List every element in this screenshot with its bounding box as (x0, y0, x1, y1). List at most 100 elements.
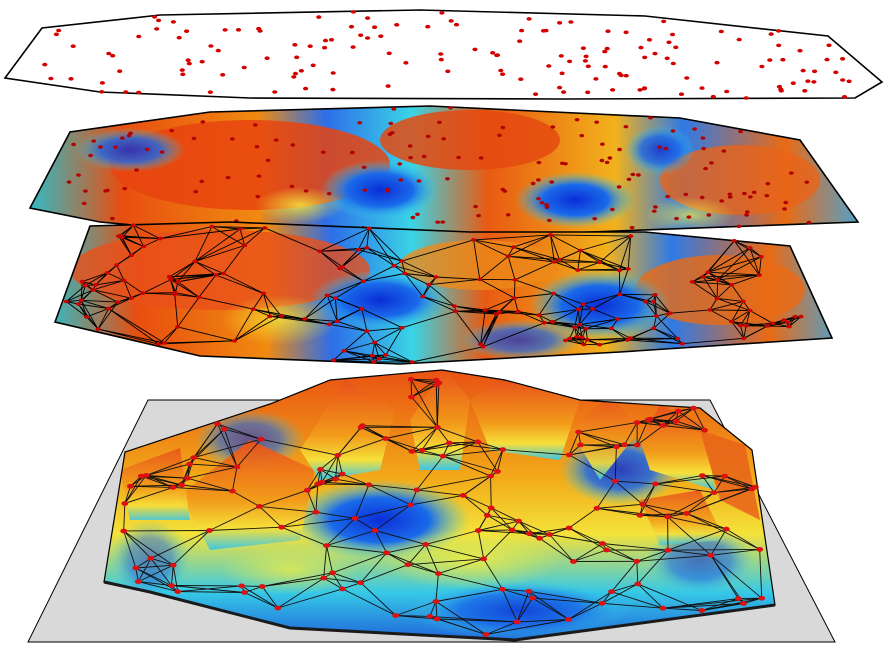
sample-point (365, 16, 371, 20)
sample-point (372, 25, 378, 30)
mesh-edge (209, 526, 282, 531)
sample-point (208, 44, 214, 48)
relief-node (256, 504, 263, 509)
mesh-edge (577, 250, 581, 271)
mesh-edge (585, 318, 618, 330)
sample-point (585, 90, 591, 95)
mesh-node (130, 223, 136, 228)
mesh-edge (177, 591, 245, 593)
mesh-node (477, 277, 483, 282)
mesh-edge (502, 588, 533, 599)
mesh-edge (637, 549, 669, 585)
mesh-edge (261, 586, 279, 609)
mesh-edge (636, 549, 669, 562)
mesh-node (213, 273, 219, 277)
mesh-node (399, 259, 405, 263)
mesh-edge (663, 425, 705, 431)
interpolated-point (103, 189, 109, 193)
mesh-edge (323, 577, 343, 590)
mesh-edge (66, 301, 87, 318)
mesh-edge (422, 296, 455, 307)
relief-node (513, 619, 521, 625)
interpolated-point (225, 175, 231, 180)
mesh-edge (686, 488, 752, 514)
mesh-edge (124, 475, 147, 504)
interpolated-point (144, 147, 150, 151)
sample-point (714, 60, 720, 65)
mesh-edge (231, 466, 238, 492)
mesh-edge (692, 281, 718, 299)
relief-node (206, 528, 213, 533)
mesh-edge (123, 280, 144, 294)
relief-node (413, 487, 421, 493)
mesh-edge (281, 517, 356, 528)
mesh-edge (483, 558, 503, 590)
mesh-node (334, 319, 340, 324)
mesh-edge (217, 423, 262, 440)
mesh-node (765, 324, 771, 328)
sample-point (184, 29, 190, 33)
sample-point (568, 20, 574, 24)
mesh-edge (473, 234, 551, 241)
mesh-edge (596, 507, 668, 518)
relief-node (577, 442, 584, 448)
relief-node (565, 617, 572, 622)
mesh-edge (759, 549, 763, 599)
mesh-edge (692, 279, 718, 283)
interpolated-point (663, 146, 669, 151)
mesh-edge (337, 320, 368, 332)
mesh-edge (514, 261, 555, 281)
mesh-edge (702, 475, 725, 477)
mesh-node (95, 327, 101, 331)
mesh-edge (97, 301, 119, 330)
sample-point (718, 29, 724, 34)
mesh-edge (518, 520, 530, 534)
relief-node (499, 447, 507, 452)
mesh-edge (187, 466, 238, 479)
mesh-edge (146, 474, 182, 486)
mesh-edge (326, 295, 338, 322)
interpolated-point (665, 194, 671, 199)
mesh-edge (731, 321, 768, 327)
mesh-edge (435, 588, 503, 602)
mesh-edge (407, 558, 484, 566)
mesh-node (650, 300, 657, 304)
relief-node (701, 427, 708, 433)
sample-point (445, 69, 451, 74)
mesh-edge (170, 279, 176, 293)
sample-point (170, 20, 176, 24)
mesh-node (399, 325, 405, 330)
mesh-node (84, 315, 90, 319)
mesh-edge (332, 572, 343, 590)
mesh-edge (436, 276, 480, 280)
mesh-edge (374, 342, 387, 356)
sample-point (298, 69, 304, 73)
relief-node (633, 558, 641, 564)
relief-node (474, 528, 482, 533)
mesh-edge (578, 422, 638, 433)
mesh-edge (717, 297, 744, 302)
mesh-edge (654, 294, 671, 314)
mesh-node (707, 308, 713, 312)
mesh-edge (627, 338, 678, 341)
mesh-edge (211, 226, 265, 229)
mesh-node (426, 282, 432, 287)
sample-point (812, 69, 818, 74)
sample-point (365, 36, 371, 40)
mesh-edge (95, 272, 108, 286)
mesh-edge (411, 450, 444, 457)
interpolated-point (290, 143, 296, 147)
mesh-edge (343, 350, 375, 363)
mesh-edge (374, 504, 411, 531)
relief-node (659, 605, 667, 611)
sample-point (358, 33, 364, 37)
mesh-edge (174, 294, 179, 327)
mesh-edge (172, 565, 179, 592)
relief-node (499, 586, 506, 592)
mesh-edge (194, 260, 224, 274)
mesh-edge (619, 293, 656, 296)
mesh-edge (135, 567, 172, 586)
interpolated-point (651, 209, 657, 213)
mesh-edge (142, 292, 176, 294)
mesh-edge (538, 308, 579, 316)
